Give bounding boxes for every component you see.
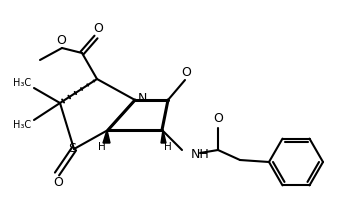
Text: H: H — [164, 142, 172, 152]
Text: H: H — [98, 142, 106, 152]
Polygon shape — [161, 130, 166, 143]
Polygon shape — [103, 130, 110, 143]
Text: O: O — [93, 22, 103, 36]
Text: NH: NH — [191, 147, 210, 161]
Text: O: O — [56, 33, 66, 47]
Text: S: S — [68, 141, 76, 155]
Text: H₃C: H₃C — [13, 78, 31, 88]
Text: O: O — [53, 177, 63, 189]
Text: N: N — [137, 93, 147, 105]
Text: H₃C: H₃C — [13, 120, 31, 130]
Text: O: O — [181, 66, 191, 78]
Text: O: O — [213, 113, 223, 125]
